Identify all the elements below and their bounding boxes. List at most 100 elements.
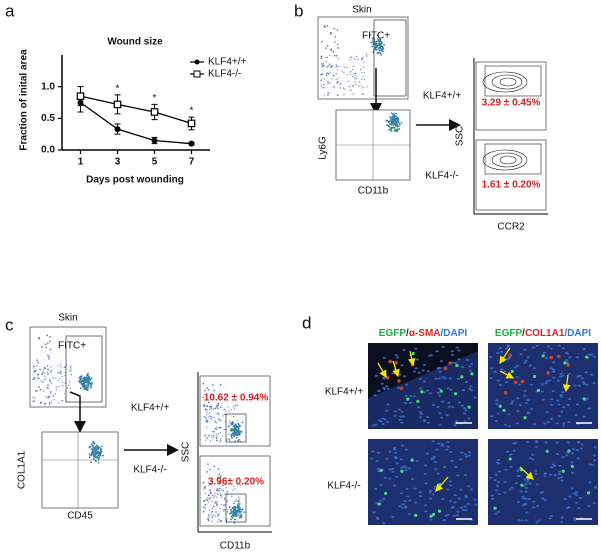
nucleus: [400, 410, 404, 413]
nucleus: [590, 353, 594, 356]
arrow: [499, 370, 515, 379]
red-signal: [394, 360, 398, 365]
y-axis-title: SSC: [455, 126, 466, 147]
dot: [390, 117, 393, 120]
nucleus: [572, 518, 577, 521]
nucleus: [494, 419, 498, 422]
nucleus: [422, 380, 426, 383]
egfp-cell: [406, 397, 410, 401]
nucleus: [439, 416, 444, 419]
dot: [43, 403, 45, 405]
nucleus: [393, 457, 398, 460]
dot: [224, 408, 226, 410]
dot: [207, 501, 209, 503]
y-tick-label: 0.0: [41, 145, 55, 156]
dot: [237, 500, 240, 502]
dot: [396, 120, 399, 123]
nucleus: [526, 411, 531, 414]
dot: [363, 78, 366, 81]
series-line: [80, 101, 192, 145]
nucleus: [494, 512, 498, 515]
annotation: *: [153, 93, 157, 104]
flow-plot: [41, 431, 119, 509]
nucleus: [441, 345, 445, 348]
dot: [398, 128, 401, 130]
nucleus: [560, 516, 564, 519]
dot: [223, 493, 226, 495]
nucleus: [582, 382, 587, 385]
dot: [236, 419, 239, 422]
dot: [325, 74, 328, 77]
nucleus: [497, 470, 502, 473]
dot: [233, 431, 236, 434]
nucleus: [436, 472, 440, 475]
nucleus: [518, 404, 522, 407]
nucleus: [512, 442, 516, 445]
dot: [337, 77, 339, 79]
nucleus: [453, 501, 457, 504]
arrow: [562, 374, 571, 393]
dot: [92, 457, 95, 460]
dot: [216, 421, 218, 424]
dot: [61, 384, 64, 387]
dot: [323, 83, 325, 86]
dot: [243, 511, 246, 514]
dot: [337, 65, 339, 68]
dot: [240, 510, 243, 513]
point: [187, 119, 196, 128]
nucleus: [439, 360, 444, 363]
nucleus: [413, 501, 418, 504]
nucleus: [567, 506, 571, 509]
dot: [346, 66, 348, 69]
dot: [353, 77, 356, 80]
dot: [207, 463, 209, 465]
dot: [355, 55, 358, 58]
dot: [234, 509, 237, 512]
nucleus: [496, 351, 500, 354]
nucleus: [529, 383, 534, 386]
nucleus: [585, 397, 590, 400]
nucleus: [543, 422, 547, 425]
nucleus: [467, 454, 472, 457]
nucleus: [383, 418, 387, 421]
nucleus: [504, 381, 509, 384]
nucleus: [377, 389, 381, 392]
dot: [237, 424, 240, 426]
dot: [229, 422, 231, 424]
dot: [390, 130, 393, 133]
nucleus: [513, 366, 518, 369]
dot: [327, 91, 330, 94]
dot: [321, 57, 323, 60]
nucleus: [447, 401, 451, 404]
dot: [320, 73, 322, 76]
nucleus: [525, 511, 529, 514]
row-label: KLF4-/-: [327, 481, 360, 492]
dot: [46, 384, 48, 386]
nucleus: [426, 416, 430, 419]
tissue-label: Skin: [352, 5, 371, 16]
dot: [371, 37, 374, 40]
nucleus: [457, 401, 462, 404]
nucleus: [507, 425, 511, 428]
dot: [57, 365, 59, 367]
nucleus: [511, 400, 515, 403]
dot: [228, 425, 230, 427]
nucleus: [557, 344, 562, 347]
egfp-cell: [567, 449, 571, 453]
dot: [211, 480, 214, 483]
dot: [335, 78, 337, 81]
dot: [64, 374, 66, 377]
dot: [216, 434, 219, 437]
dot: [214, 501, 217, 504]
dot: [330, 65, 333, 68]
dot: [214, 407, 217, 410]
egfp-cell: [467, 405, 471, 409]
dot: [219, 441, 221, 443]
nucleus: [490, 415, 494, 418]
nucleus: [422, 391, 426, 394]
nucleus: [436, 405, 440, 408]
nucleus: [429, 392, 433, 395]
nucleus: [469, 385, 473, 388]
dot: [219, 494, 222, 497]
dot: [380, 48, 383, 51]
